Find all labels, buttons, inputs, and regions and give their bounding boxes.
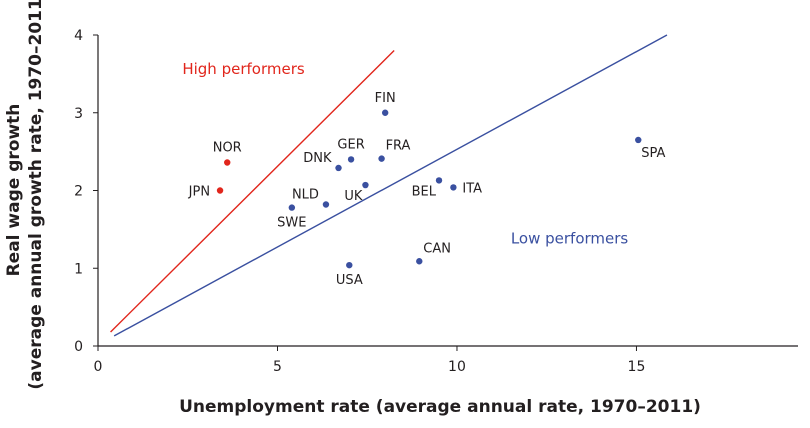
point-spa	[635, 136, 642, 144]
low-performers-line	[113, 34, 668, 337]
x-tick-label: 0	[94, 359, 103, 375]
annotations: High performers Low performers	[182, 60, 628, 247]
y-ticks: 0 1 2 3 4	[74, 28, 98, 355]
y-axis-title-line2: (average annual growth rate, 1970–2011)	[26, 0, 46, 390]
high-performers-label: High performers	[182, 60, 305, 78]
low-performers-label: Low performers	[511, 229, 629, 247]
x-tick-label: 10	[448, 359, 466, 375]
point-label-fin: FIN	[375, 91, 396, 106]
y-tick-label: 3	[74, 106, 83, 122]
y-axis-title: Real wage growth (average annual growth …	[4, 0, 46, 390]
x-tick-label: 15	[628, 359, 646, 375]
point-label-fra: FRA	[386, 139, 411, 154]
point-label-nld: NLD	[292, 187, 319, 202]
trend-lines	[110, 34, 668, 337]
point-label-can: CAN	[423, 241, 451, 256]
y-tick-label: 1	[74, 261, 83, 277]
y-tick-label: 0	[74, 339, 83, 355]
point-nld	[322, 201, 330, 208]
point-swe	[288, 204, 296, 211]
point-jpn	[216, 187, 224, 194]
point-label-uk: UK	[344, 189, 363, 204]
point-label-dnk: DNK	[303, 151, 332, 166]
point-ita	[450, 184, 457, 191]
high-performers-line	[110, 50, 395, 333]
y-tick-label: 4	[74, 28, 83, 44]
y-axis-title-line1: Real wage growth	[4, 104, 24, 277]
point-label-spa: SPA	[641, 146, 665, 161]
x-axis-title: Unemployment rate (average annual rate, …	[179, 397, 701, 417]
point-label-swe: SWE	[277, 216, 306, 231]
point-label-jpn: JPN	[188, 185, 210, 200]
point-ger	[347, 156, 355, 163]
point-uk	[362, 181, 369, 189]
point-dnk	[335, 164, 342, 172]
point-label-bel: BEL	[412, 184, 437, 199]
point-fra	[378, 155, 385, 162]
point-usa	[346, 261, 353, 269]
point-nor	[224, 159, 231, 166]
point-bel	[435, 177, 443, 184]
y-tick-label: 2	[74, 184, 83, 200]
x-ticks: 0 5 10 15	[94, 346, 646, 375]
x-tick-label: 5	[273, 359, 282, 375]
point-label-ita: ITA	[462, 181, 482, 196]
point-label-usa: USA	[336, 273, 363, 288]
point-fin	[381, 109, 389, 116]
point-can	[416, 258, 423, 265]
point-label-nor: NOR	[213, 141, 242, 156]
point-label-ger: GER	[337, 137, 364, 152]
data-points: NOR JPN FIN GER FRA DNK UK NLD SWE BEL ITA SPA CAN US…	[188, 91, 666, 288]
